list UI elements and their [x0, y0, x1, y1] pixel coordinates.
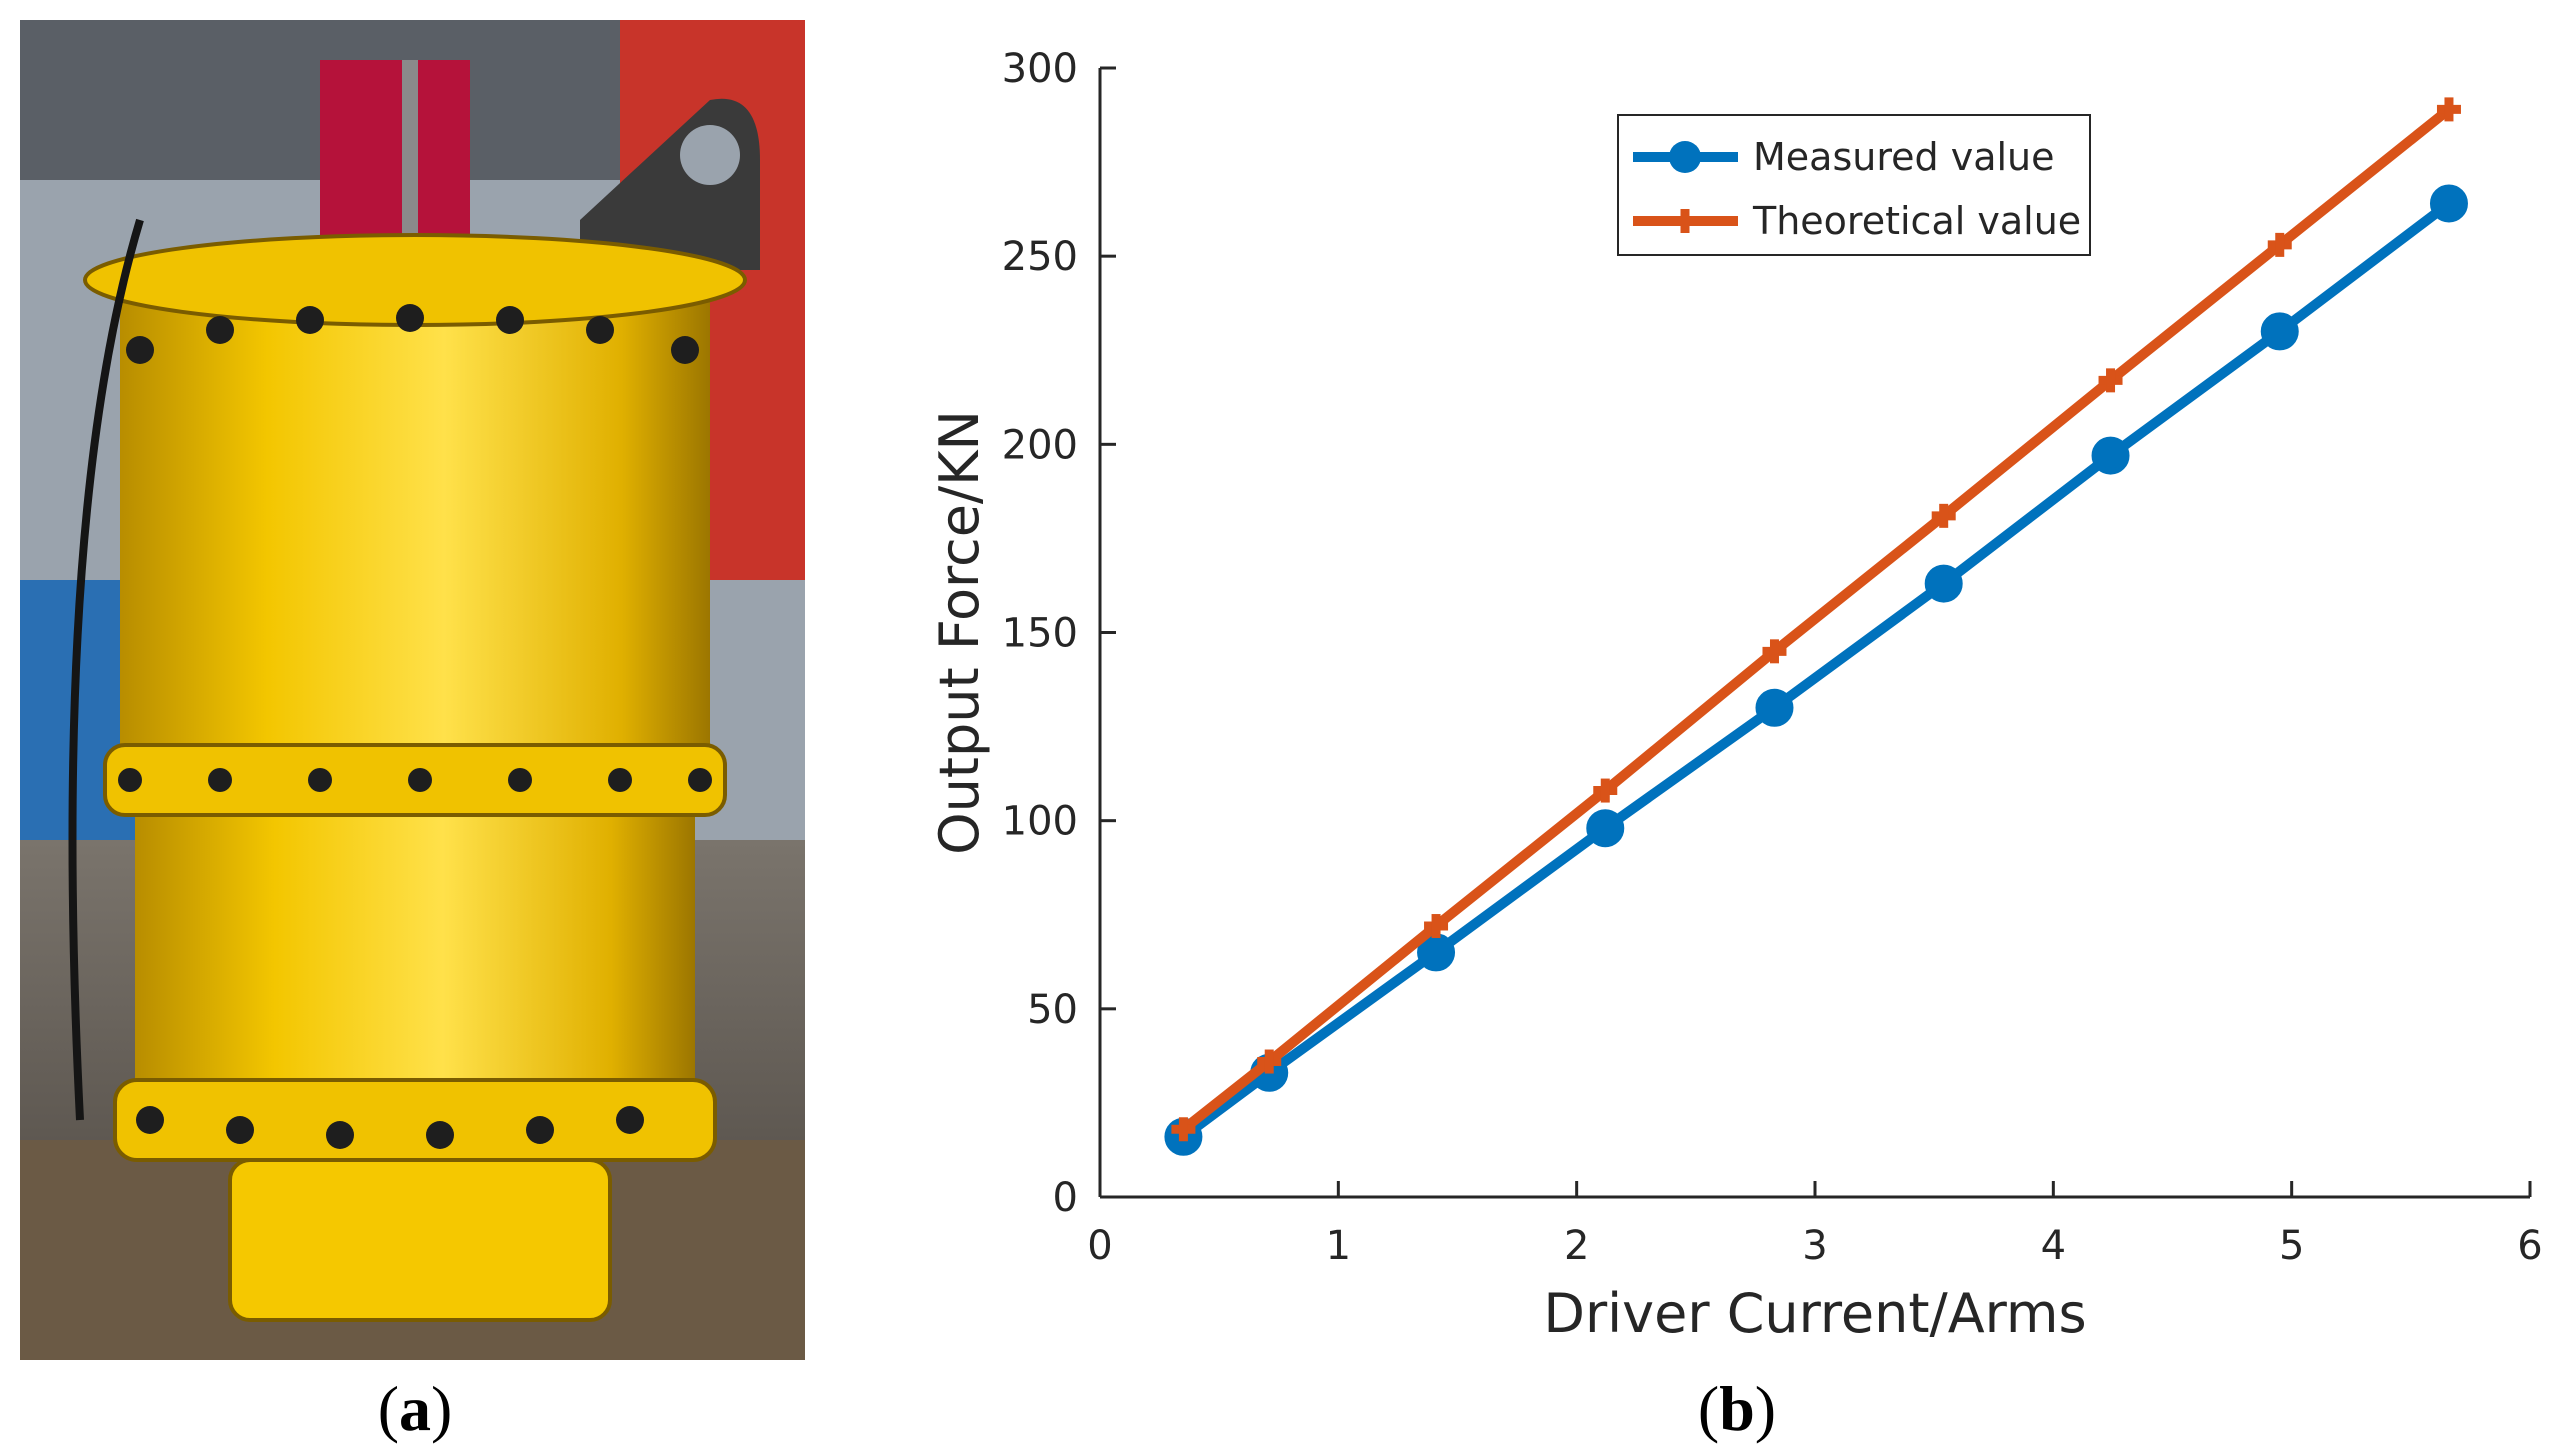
actuator-photo [20, 20, 805, 1360]
data-point [2098, 368, 2123, 393]
legend-marker [1669, 141, 1701, 173]
legend-entry: Theoretical value [1633, 199, 2081, 243]
x-tick-label: 6 [2517, 1223, 2542, 1269]
chart-axes: 0 1 2 3 4 5 6 0 50 100 150 200 250 300 Driver Current/… [928, 46, 2543, 1345]
legend-marker [1673, 209, 1697, 233]
x-tick-label: 0 [1087, 1223, 1112, 1269]
cap-rod [402, 60, 418, 250]
panel-a-caption: (a) [377, 1373, 453, 1444]
series-measured [1164, 184, 2468, 1156]
x-tick-label: 5 [2279, 1223, 2304, 1269]
y-tick-label: 200 [1002, 422, 1078, 468]
cylinder-upper [120, 280, 710, 760]
data-point [1424, 914, 1449, 939]
flange-bolts [118, 304, 712, 1149]
data-point [1931, 503, 1956, 528]
legend-label: Theoretical value [1752, 199, 2081, 243]
y-axis-label: Output Force/KN [928, 410, 991, 855]
lug-hole [680, 125, 740, 185]
data-point [2091, 436, 2130, 475]
chart-legend: Measured value Theoretical value [1617, 114, 2091, 256]
data-point [2260, 312, 2299, 351]
series-line [1180, 199, 2452, 1141]
data-point [1762, 639, 1787, 664]
y-tick-label: 100 [1002, 799, 1078, 845]
x-tick-label: 2 [1564, 1223, 1589, 1269]
x-tick-label: 4 [2041, 1223, 2066, 1269]
y-tick-label: 300 [1002, 46, 1078, 92]
x-tick-label: 1 [1326, 1223, 1351, 1269]
y-tick-label: 250 [1002, 234, 1078, 280]
red-cap [320, 60, 470, 250]
legend-label: Measured value [1753, 135, 2055, 179]
x-tick-label: 3 [1802, 1223, 1827, 1269]
data-point [1586, 809, 1625, 848]
data-point [2436, 97, 2461, 122]
legend-entry: Measured value [1633, 135, 2055, 179]
data-point [2267, 232, 2292, 257]
base-flange [228, 1158, 612, 1322]
chart-series [1164, 97, 2468, 1156]
series-theoretical [1171, 97, 2461, 1142]
data-point [1257, 1049, 1282, 1074]
cylinder-lower [135, 800, 695, 1100]
legend-box [1617, 114, 2091, 256]
series-line [1180, 105, 2453, 1134]
y-tick-label: 0 [1053, 1175, 1078, 1221]
x-axis-label: Driver Current/Arms [1543, 1282, 2086, 1345]
data-point [2429, 184, 2468, 223]
data-point [1755, 688, 1794, 727]
data-point [1593, 778, 1618, 803]
data-point [1924, 564, 1963, 603]
data-point [1171, 1117, 1196, 1142]
y-tick-label: 50 [1027, 987, 1078, 1033]
y-tick-label: 150 [1002, 611, 1078, 657]
cable [68, 218, 144, 1121]
panel-b-caption: (b) [1697, 1373, 1777, 1444]
